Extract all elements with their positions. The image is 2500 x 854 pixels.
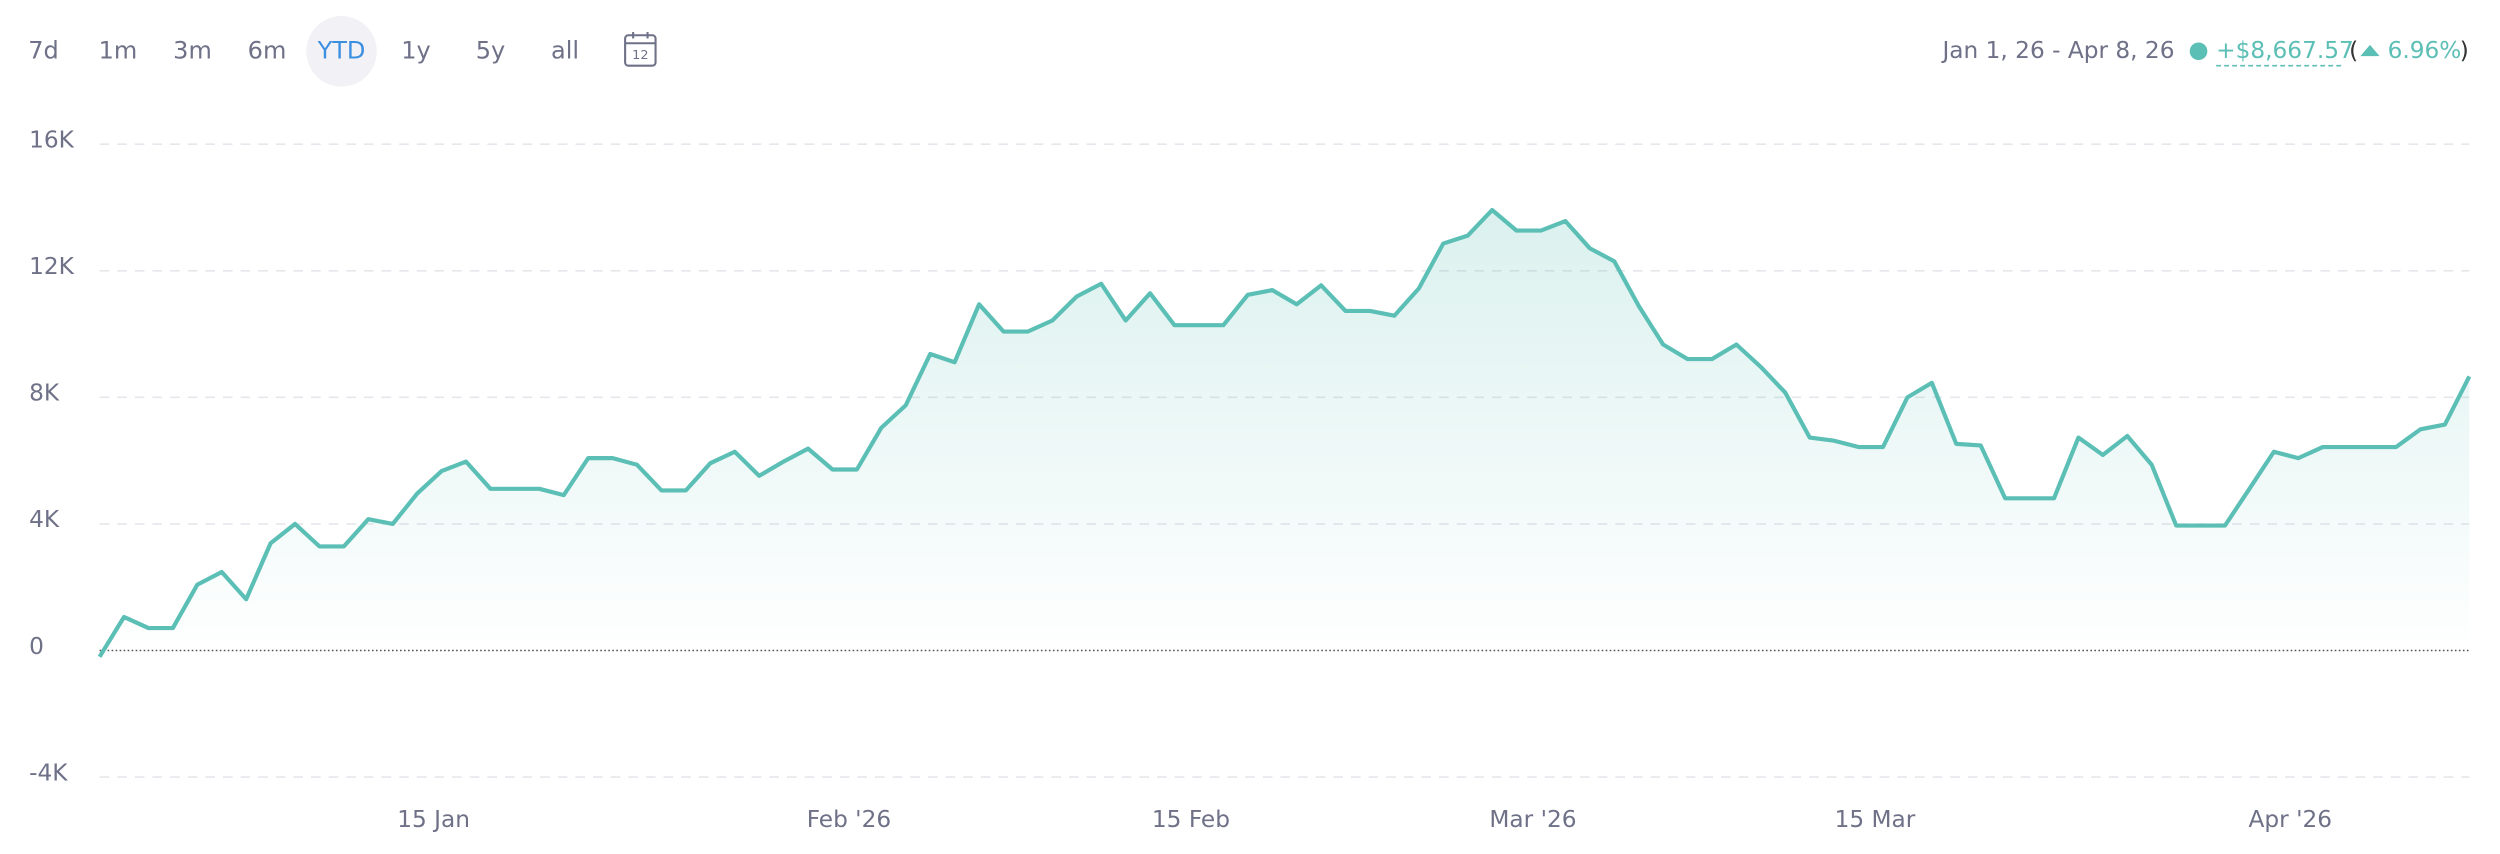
- x-tick-label: Mar '26: [1489, 806, 1576, 833]
- range-button[interactable]: 1m: [99, 36, 138, 64]
- range-button[interactable]: YTD: [317, 36, 366, 64]
- bracket-open: (: [2349, 37, 2358, 64]
- change-value[interactable]: +$8,667.57: [2216, 37, 2354, 64]
- range-button[interactable]: 5y: [476, 36, 506, 64]
- range-button[interactable]: 3m: [173, 36, 212, 64]
- y-tick-label: 0: [29, 633, 44, 660]
- y-tick-label: 4K: [29, 506, 60, 533]
- date-range: Jan 1, 26 - Apr 8, 26: [1940, 37, 2174, 64]
- x-tick-label: 15 Feb: [1152, 806, 1230, 833]
- y-tick-label: 12K: [29, 253, 75, 280]
- calendar-icon: [624, 34, 657, 67]
- y-tick-label: 8K: [29, 380, 60, 407]
- bracket-close: ): [2460, 37, 2469, 64]
- x-tick-label: 15 Jan: [397, 806, 470, 833]
- y-tick-label: 16K: [29, 126, 75, 153]
- range-button[interactable]: 1y: [401, 36, 431, 64]
- range-button[interactable]: all: [551, 36, 579, 64]
- area-fill: [99, 210, 2470, 657]
- range-button[interactable]: 7d: [28, 36, 59, 64]
- calendar-button[interactable]: 12: [624, 32, 657, 67]
- up-arrow: [2360, 44, 2380, 57]
- active-range-bg: [306, 16, 377, 87]
- x-tick-label: 15 Mar: [1835, 806, 1916, 833]
- x-tick-label: Feb '26: [807, 806, 891, 833]
- change-pct: 6.96%: [2388, 37, 2462, 64]
- calendar-day: 12: [632, 48, 648, 63]
- x-tick-label: Apr '26: [2249, 806, 2332, 833]
- line: [97, 207, 2472, 658]
- change-dot: [2189, 42, 2208, 61]
- y-tick-label: -4K: [29, 759, 68, 786]
- range-button[interactable]: 6m: [248, 36, 287, 64]
